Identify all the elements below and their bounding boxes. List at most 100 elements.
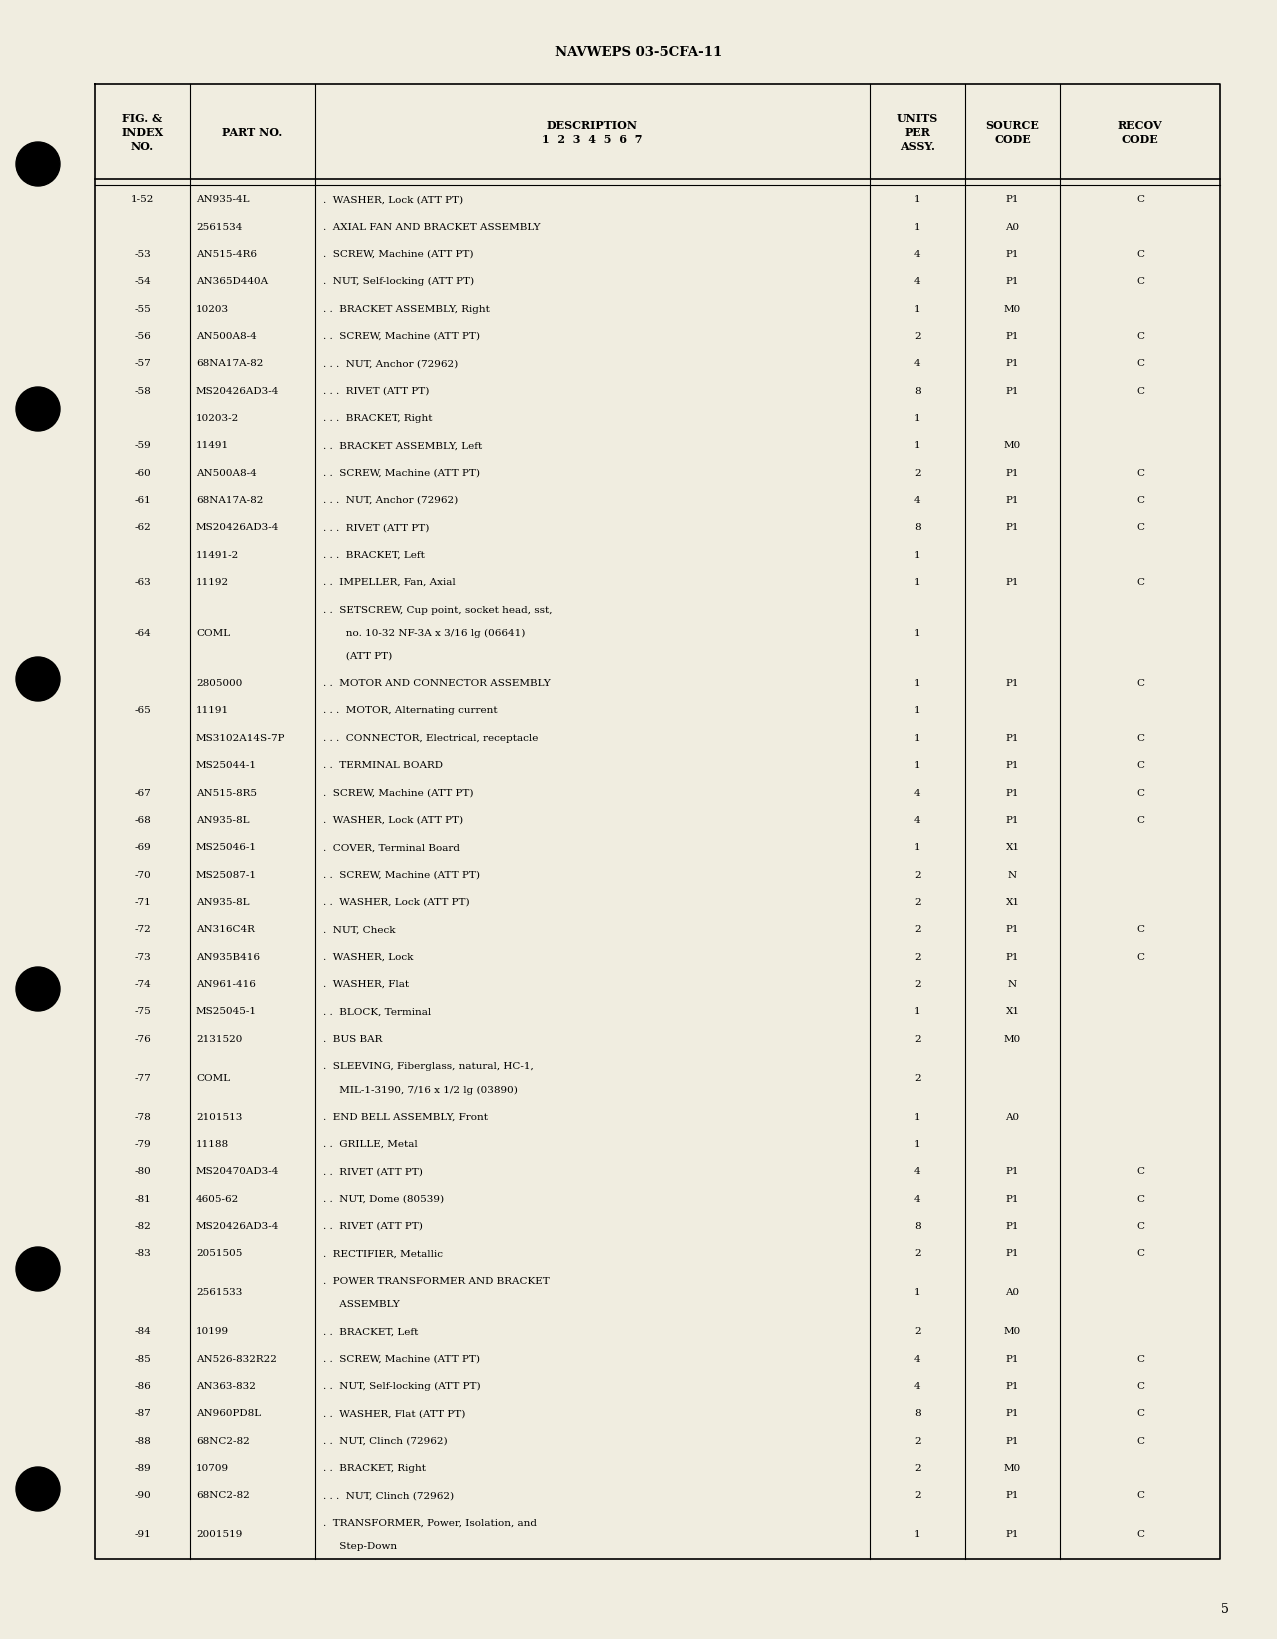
Text: 2: 2	[914, 898, 921, 906]
Text: ASSEMBLY: ASSEMBLY	[323, 1300, 400, 1308]
Text: -69: -69	[134, 842, 151, 852]
Text: P1: P1	[1006, 523, 1019, 533]
Text: -62: -62	[134, 523, 151, 533]
Text: M0: M0	[1004, 1464, 1022, 1472]
Text: Step-Down: Step-Down	[323, 1541, 397, 1550]
Text: 1: 1	[914, 577, 921, 587]
Text: -57: -57	[134, 359, 151, 369]
Text: C: C	[1137, 1529, 1144, 1539]
Text: 1: 1	[914, 842, 921, 852]
Text: -64: -64	[134, 628, 151, 638]
Text: 4: 4	[914, 788, 921, 797]
Text: MS20426AD3-4: MS20426AD3-4	[195, 1221, 280, 1231]
Text: C: C	[1137, 1382, 1144, 1390]
Text: 1: 1	[914, 1288, 921, 1296]
Text: 1: 1	[914, 1139, 921, 1149]
Text: AN365D440A: AN365D440A	[195, 277, 268, 287]
Text: . .  MOTOR AND CONNECTOR ASSEMBLY: . . MOTOR AND CONNECTOR ASSEMBLY	[323, 679, 550, 688]
Text: .  SCREW, Machine (ATT PT): . SCREW, Machine (ATT PT)	[323, 249, 474, 259]
Text: P1: P1	[1006, 387, 1019, 395]
Text: X1: X1	[1005, 1006, 1019, 1016]
Text: P1: P1	[1006, 788, 1019, 797]
Text: 10709: 10709	[195, 1464, 229, 1472]
Text: C: C	[1137, 1167, 1144, 1175]
Text: M0: M0	[1004, 441, 1022, 451]
Text: -53: -53	[134, 249, 151, 259]
Text: C: C	[1137, 788, 1144, 797]
Text: 8: 8	[914, 1221, 921, 1231]
Text: AN515-4R6: AN515-4R6	[195, 249, 257, 259]
Text: M0: M0	[1004, 1326, 1022, 1336]
Text: C: C	[1137, 1408, 1144, 1418]
Circle shape	[17, 388, 60, 431]
Text: -75: -75	[134, 1006, 151, 1016]
Text: MS3102A14S-7P: MS3102A14S-7P	[195, 733, 286, 742]
Text: C: C	[1137, 249, 1144, 259]
Text: 1: 1	[914, 679, 921, 688]
Text: UNITS
PER
ASSY.: UNITS PER ASSY.	[896, 113, 939, 152]
Text: 1: 1	[914, 706, 921, 715]
Text: P1: P1	[1006, 1529, 1019, 1539]
Text: P1: P1	[1006, 577, 1019, 587]
Text: P1: P1	[1006, 1167, 1019, 1175]
Text: C: C	[1137, 495, 1144, 505]
Text: 68NC2-82: 68NC2-82	[195, 1490, 250, 1500]
Text: . . .  NUT, Clinch (72962): . . . NUT, Clinch (72962)	[323, 1490, 455, 1500]
Text: 2001519: 2001519	[195, 1529, 243, 1539]
Text: AN935B416: AN935B416	[195, 952, 261, 960]
Text: 1: 1	[914, 1006, 921, 1016]
Text: 2: 2	[914, 980, 921, 988]
Text: P1: P1	[1006, 1221, 1019, 1231]
Text: M0: M0	[1004, 1034, 1022, 1042]
Text: -61: -61	[134, 495, 151, 505]
Text: P1: P1	[1006, 815, 1019, 824]
Text: -78: -78	[134, 1111, 151, 1121]
Text: . . .  NUT, Anchor (72962): . . . NUT, Anchor (72962)	[323, 359, 458, 369]
Text: P1: P1	[1006, 1382, 1019, 1390]
Text: C: C	[1137, 195, 1144, 203]
Text: .  NUT, Self-locking (ATT PT): . NUT, Self-locking (ATT PT)	[323, 277, 474, 287]
Text: MS25044-1: MS25044-1	[195, 760, 257, 770]
Text: -81: -81	[134, 1193, 151, 1203]
Text: C: C	[1137, 577, 1144, 587]
Text: 1: 1	[914, 551, 921, 559]
Text: 8: 8	[914, 523, 921, 533]
Text: C: C	[1137, 469, 1144, 477]
Text: P1: P1	[1006, 359, 1019, 369]
Text: AN935-4L: AN935-4L	[195, 195, 249, 203]
Text: 4: 4	[914, 1167, 921, 1175]
Text: . .  NUT, Dome (80539): . . NUT, Dome (80539)	[323, 1193, 444, 1203]
Text: . . .  RIVET (ATT PT): . . . RIVET (ATT PT)	[323, 523, 429, 533]
Circle shape	[17, 143, 60, 187]
Text: . . .  CONNECTOR, Electrical, receptacle: . . . CONNECTOR, Electrical, receptacle	[323, 733, 539, 742]
Text: C: C	[1137, 1193, 1144, 1203]
Text: 11491: 11491	[195, 441, 229, 451]
Text: P1: P1	[1006, 249, 1019, 259]
Text: 2: 2	[914, 1326, 921, 1336]
Text: P1: P1	[1006, 952, 1019, 960]
Text: .  RECTIFIER, Metallic: . RECTIFIER, Metallic	[323, 1249, 443, 1257]
Text: -76: -76	[134, 1034, 151, 1042]
Text: P1: P1	[1006, 924, 1019, 934]
Text: MS20426AD3-4: MS20426AD3-4	[195, 523, 280, 533]
Text: .  NUT, Check: . NUT, Check	[323, 924, 396, 934]
Text: A0: A0	[1005, 1111, 1019, 1121]
Circle shape	[17, 657, 60, 701]
Text: -84: -84	[134, 1326, 151, 1336]
Text: -73: -73	[134, 952, 151, 960]
Text: 1: 1	[914, 305, 921, 313]
Text: 1: 1	[914, 1529, 921, 1539]
Text: P1: P1	[1006, 495, 1019, 505]
Text: 11192: 11192	[195, 577, 229, 587]
Text: AN500A8-4: AN500A8-4	[195, 469, 257, 477]
Text: 4: 4	[914, 249, 921, 259]
Text: -71: -71	[134, 898, 151, 906]
Text: -79: -79	[134, 1139, 151, 1149]
Text: 10203: 10203	[195, 305, 229, 313]
Text: -87: -87	[134, 1408, 151, 1418]
Text: . . .  BRACKET, Left: . . . BRACKET, Left	[323, 551, 425, 559]
Text: P1: P1	[1006, 733, 1019, 742]
Text: .  SLEEVING, Fiberglass, natural, HC-1,: . SLEEVING, Fiberglass, natural, HC-1,	[323, 1062, 534, 1070]
Text: 1: 1	[914, 628, 921, 638]
Text: AN526-832R22: AN526-832R22	[195, 1354, 277, 1362]
